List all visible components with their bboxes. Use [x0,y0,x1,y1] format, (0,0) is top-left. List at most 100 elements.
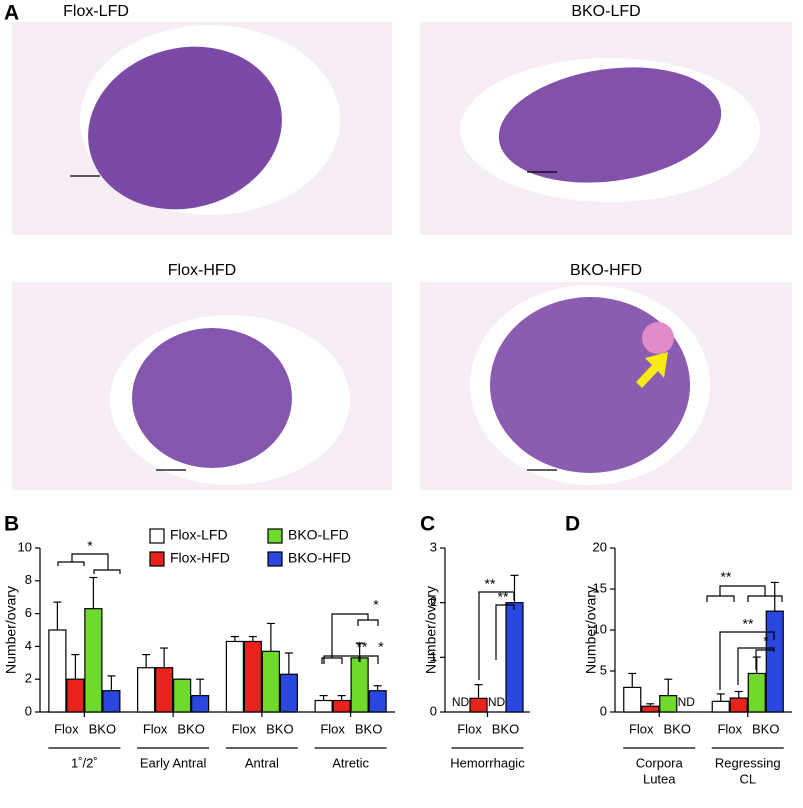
y-tick-label: 5 [600,662,607,677]
image-title: Flox-LFD [63,3,129,20]
bar [641,705,660,713]
x-tick-label: Early Antral [140,755,207,770]
bar [747,672,766,713]
significance-label: ** [743,616,754,632]
significance-label: * [378,639,384,655]
x-tick-label: 1˚/2˚ [71,755,98,770]
significance-label: ** [357,639,368,655]
bar [623,686,642,713]
significance-bracket [495,604,515,660]
x-tick-label: CL [739,771,756,786]
significance-bracket [359,655,379,664]
x-sublabel: Flox [54,721,79,736]
significance-bracket [478,591,515,680]
x-sublabel: Flox [143,721,168,736]
ovary [490,297,690,473]
ovary [132,328,292,468]
x-tick-label: Hemorrhagic [450,755,525,770]
significance-label: * [87,538,93,554]
significance-bracket [57,561,85,566]
legend-swatch [149,551,165,567]
bar [84,608,103,713]
bar [314,699,333,713]
panel-label: B [4,513,19,536]
y-tick-label: 0 [430,703,437,718]
y-tick-label: 3 [430,539,437,554]
bar [191,694,210,713]
bar [711,700,730,713]
y-axis-label: Number/ovary [583,586,599,674]
legend-label: Flox-HFD [170,550,230,566]
x-sublabel: BKO [492,721,519,736]
significance-bracket [357,619,379,626]
significance-label: ** [485,576,496,592]
bar [350,657,369,713]
x-sublabel: Flox [717,721,742,736]
image-title: BKO-LFD [571,3,640,20]
y-tick-label: 2 [25,671,32,686]
x-sublabel: BKO [752,721,779,736]
bar [137,667,156,713]
significance-bracket [755,649,774,670]
x-sublabel: BKO [355,721,382,736]
panel-label: C [420,513,435,536]
significance-bracket [323,655,360,664]
significance-bracket [747,595,783,602]
legend-swatch [267,528,283,544]
bar [659,694,678,713]
y-tick-label: 0 [600,703,607,718]
ovary [88,46,282,210]
x-tick-label: Lutea [643,771,676,786]
significance-bracket [706,595,735,602]
legend-label: Flox-LFD [170,527,228,543]
y-axis-label: Number/ovary [3,586,19,674]
legend-label: BKO-HFD [288,550,351,566]
y-tick-label: 6 [25,605,32,620]
bar [225,640,244,713]
bar [279,673,298,713]
y-tick-label: 10 [593,621,607,636]
bar [469,697,488,713]
bar [729,697,748,713]
image-title: Flox-HFD [168,262,236,279]
x-sublabel: Flox [457,721,482,736]
value-label: ND [452,695,470,709]
bar [243,640,262,713]
y-tick-label: 2 [430,594,437,609]
significance-bracket [321,657,343,664]
panel-label: D [565,513,580,536]
bar [155,667,174,713]
x-tick-label: Antral [245,755,279,770]
arrow [636,352,668,388]
y-tick-label: 0 [25,703,32,718]
x-tick-label: Corpora [636,755,684,770]
legend-swatch [149,528,165,544]
significance-bracket [719,585,766,596]
bar [48,629,67,713]
x-sublabel: Flox [629,721,654,736]
significance-label: ** [498,589,509,605]
y-axis-label: Number/ovary [423,586,439,674]
x-sublabel: BKO [664,721,691,736]
y-tick-label: 10 [18,539,32,554]
bar [102,690,121,713]
significance-bracket [93,569,121,574]
bar [66,678,85,713]
legend-swatch [267,551,283,567]
bar [505,602,524,713]
x-sublabel: BKO [89,721,116,736]
significance-bracket [71,553,109,570]
histology-images [12,22,792,490]
x-sublabel: BKO [177,721,204,736]
x-tick-label: Atretic [332,755,369,770]
y-tick-label: 20 [593,539,607,554]
y-tick-label: 15 [593,580,607,595]
bar [173,678,192,713]
bar [368,690,387,713]
legend-label: BKO-LFD [288,527,349,543]
y-tick-label: 8 [25,572,32,587]
significance-label: * [763,633,769,649]
ovary [498,67,722,183]
significance-label: * [373,597,379,613]
y-tick-label: 1 [430,649,437,664]
